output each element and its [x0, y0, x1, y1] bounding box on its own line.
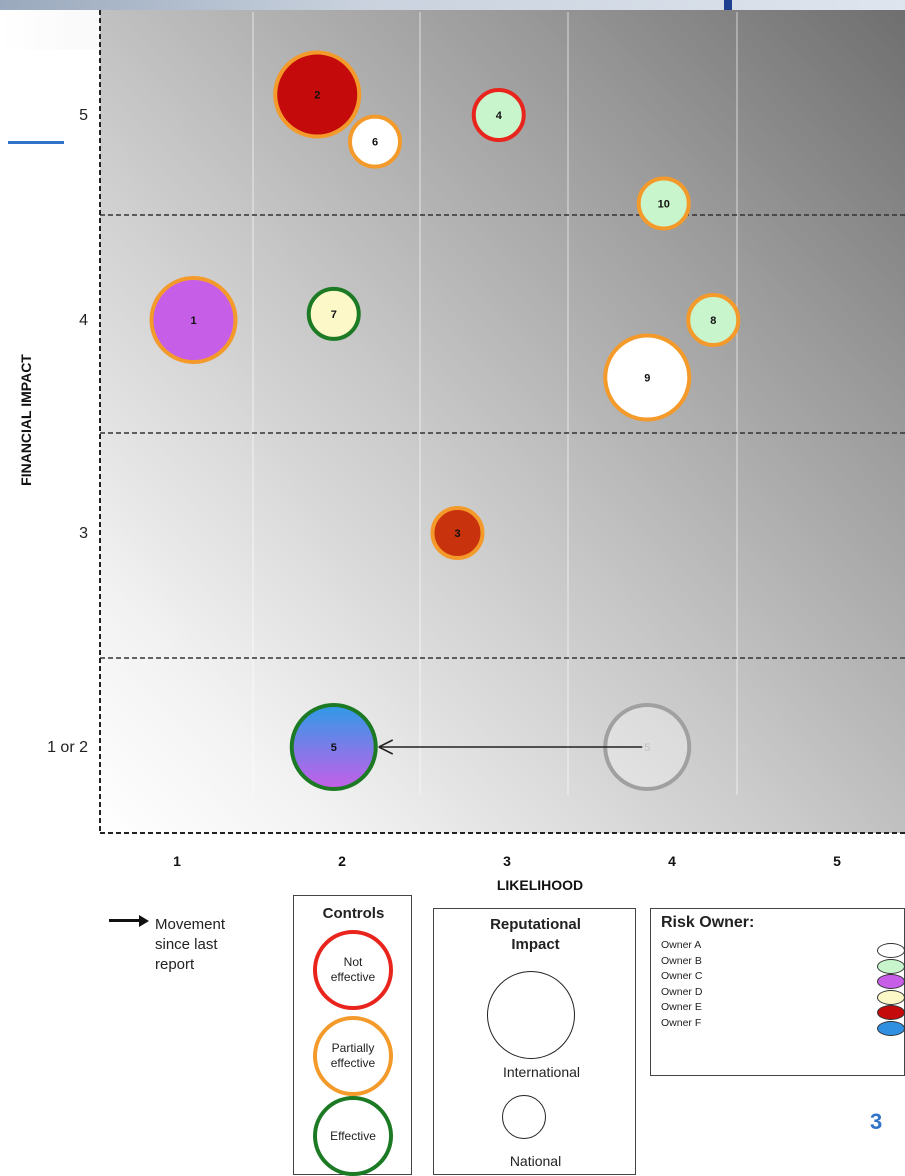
movement-arrow-group: 5 — [378, 703, 692, 791]
owner-label: Owner D — [661, 985, 703, 998]
plot-background — [100, 10, 905, 833]
risk-bubble-label-4: 4 — [496, 110, 503, 122]
movement-line-2: since last — [155, 936, 218, 953]
partially-effective-swatch: Partially effective — [313, 1016, 393, 1096]
international-size-swatch — [487, 971, 575, 1059]
risk-bubble-10 — [636, 176, 691, 231]
national-size-swatch — [502, 1095, 546, 1139]
risk-bubble-9 — [603, 333, 692, 422]
movement-line-3: report — [155, 956, 195, 973]
risk-bubble-3 — [430, 506, 485, 560]
risk-bubble-label-6: 6 — [372, 137, 378, 149]
risk-bubbles: 1 2 3 4 5 6 7 8 9 10 — [149, 50, 741, 791]
risk-bubble-label-1: 1 — [190, 315, 196, 327]
controls-legend-title: Controls — [322, 905, 385, 922]
risk-bubble-label-10: 10 — [658, 198, 670, 210]
movement-legend-text: Movement since last report — [155, 915, 225, 975]
top-banner — [0, 0, 905, 10]
x-tick-label: 1 — [173, 853, 181, 869]
effective-label: Effective — [330, 1128, 376, 1143]
previous-position-label: 5 — [644, 742, 650, 754]
risk-owner-legend: Risk Owner: Owner A Owner B Owner C Owner D… — [650, 908, 905, 1076]
risk-bubble-label-7: 7 — [331, 309, 337, 321]
risk-chart: 1 or 2 3 4 5 1 2 3 4 5 LIKELIHOOD FINANCIAL IMP… — [18, 10, 905, 893]
y-tick-labels: 1 or 2 3 4 5 — [47, 107, 88, 756]
risk-bubble-label-3: 3 — [454, 528, 460, 540]
page-number: 3 — [870, 1109, 883, 1134]
movement-arrow-head — [378, 739, 394, 755]
x-tick-label: 4 — [668, 853, 676, 869]
owner-label: Owner A — [661, 939, 702, 951]
risk-bubble-8 — [686, 293, 741, 347]
y-tick-label: 4 — [79, 312, 88, 329]
owner-color-swatch — [877, 989, 905, 1005]
x-axis-label: LIKELIHOOD — [497, 877, 583, 893]
risk-bubble-label-5: 5 — [331, 742, 337, 754]
top-banner-mark — [724, 0, 732, 10]
international-label: International — [502, 1064, 581, 1080]
y-tick-label: 5 — [79, 107, 88, 124]
risk-bubble-label-2: 2 — [314, 90, 320, 102]
x-tick-label: 3 — [503, 853, 511, 869]
risk-bubble-label-8: 8 — [710, 315, 716, 327]
risk-owner-title: Risk Owner: — [661, 914, 755, 931]
not-effective-swatch: Not effective — [313, 930, 393, 1010]
owner-label: Owner E — [661, 1001, 702, 1013]
y-tick-label: 1 or 2 — [47, 739, 88, 756]
risk-bubble-label-9: 9 — [644, 373, 650, 385]
owner-color-swatch — [877, 958, 905, 974]
not-effective-label: Not effective — [330, 955, 376, 984]
owner-color-swatch — [877, 943, 905, 958]
y-axis-label: FINANCIAL IMPACT — [18, 354, 34, 486]
owner-color-swatch — [877, 1005, 905, 1020]
risk-bubble-5 — [289, 703, 378, 791]
y-tick-label: 3 — [79, 525, 88, 542]
reputational-impact-legend: Reputational Impact International Nation… — [433, 908, 636, 1175]
arrow-icon — [109, 919, 141, 922]
risk-bubble-7 — [306, 286, 361, 341]
partially-effective-label: Partially effective — [330, 1041, 376, 1070]
risk-bubble-1 — [149, 276, 238, 364]
plot-frame — [99, 10, 905, 834]
national-label: National — [509, 1153, 562, 1169]
reputational-legend-title: Reputational Impact — [434, 915, 637, 955]
owner-color-swatch — [877, 974, 905, 989]
owner-color-swatch — [877, 1020, 905, 1036]
x-tick-label: 5 — [833, 853, 841, 869]
movement-line-1: Movement — [155, 916, 226, 933]
controls-legend: Controls Not effective Partially effecti… — [293, 895, 412, 1176]
reputational-title-line-2: Impact — [511, 936, 560, 953]
risk-bubble-4 — [471, 88, 526, 142]
x-tick-labels: 1 2 3 4 5 — [173, 853, 841, 869]
arrow-head-icon — [139, 915, 149, 927]
owner-label: Owner C — [661, 970, 703, 982]
side-accent-line — [8, 141, 64, 144]
effective-swatch: Effective — [313, 1096, 393, 1176]
risk-bubble-6 — [348, 114, 402, 169]
owner-label: Owner B — [661, 954, 702, 967]
reputational-title-line-1: Reputational — [490, 916, 581, 933]
risk-bubble-2 — [273, 50, 362, 139]
x-tick-label: 2 — [338, 853, 346, 869]
grid-lines — [100, 12, 905, 795]
owner-label: Owner F — [661, 1016, 702, 1029]
